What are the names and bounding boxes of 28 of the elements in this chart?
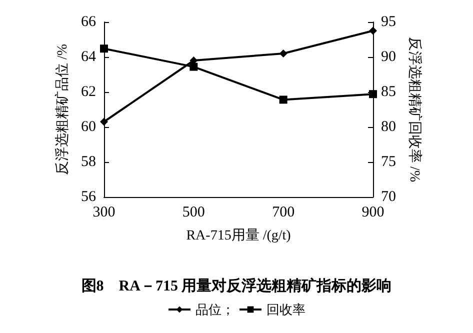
y-tick-label: 64 [81,49,96,65]
point [279,50,288,58]
y-tick-label: 66 [81,14,96,30]
y2-tick-label: 95 [381,14,396,30]
point [100,118,108,126]
y2-tick-label: 75 [381,154,396,170]
y-axis-title: 反浮选粗精矿品位 /% [54,44,71,176]
text: 图8 RA－715 用量对反浮选粗精矿指标的影响 [81,276,392,294]
x-axis-title: RA-715用量 /(g/t) [186,228,292,244]
legend-label: 回收率 [266,302,306,317]
x-tick-label: 300 [92,204,116,220]
x-tick-label: 700 [272,204,295,220]
y2-tick-label: 70 [381,189,396,205]
y-tick-label: 60 [81,119,96,135]
y-tick-label: 56 [81,189,96,205]
x-tick-label: 500 [182,204,205,220]
y-tick-label: 58 [81,154,96,170]
y2-axis-title: 反浮选粗精矿回收率 /% [406,36,422,182]
y2-tick-label: 85 [381,84,396,100]
point [369,26,377,35]
legend-label: 品位； [196,302,234,317]
point [190,62,198,71]
point [279,96,288,104]
x-tick-label: 900 [362,204,384,220]
y2-tick-label: 90 [381,49,396,65]
y-tick-label: 62 [81,84,96,100]
y2-tick-label: 80 [381,119,396,135]
point [100,44,108,53]
